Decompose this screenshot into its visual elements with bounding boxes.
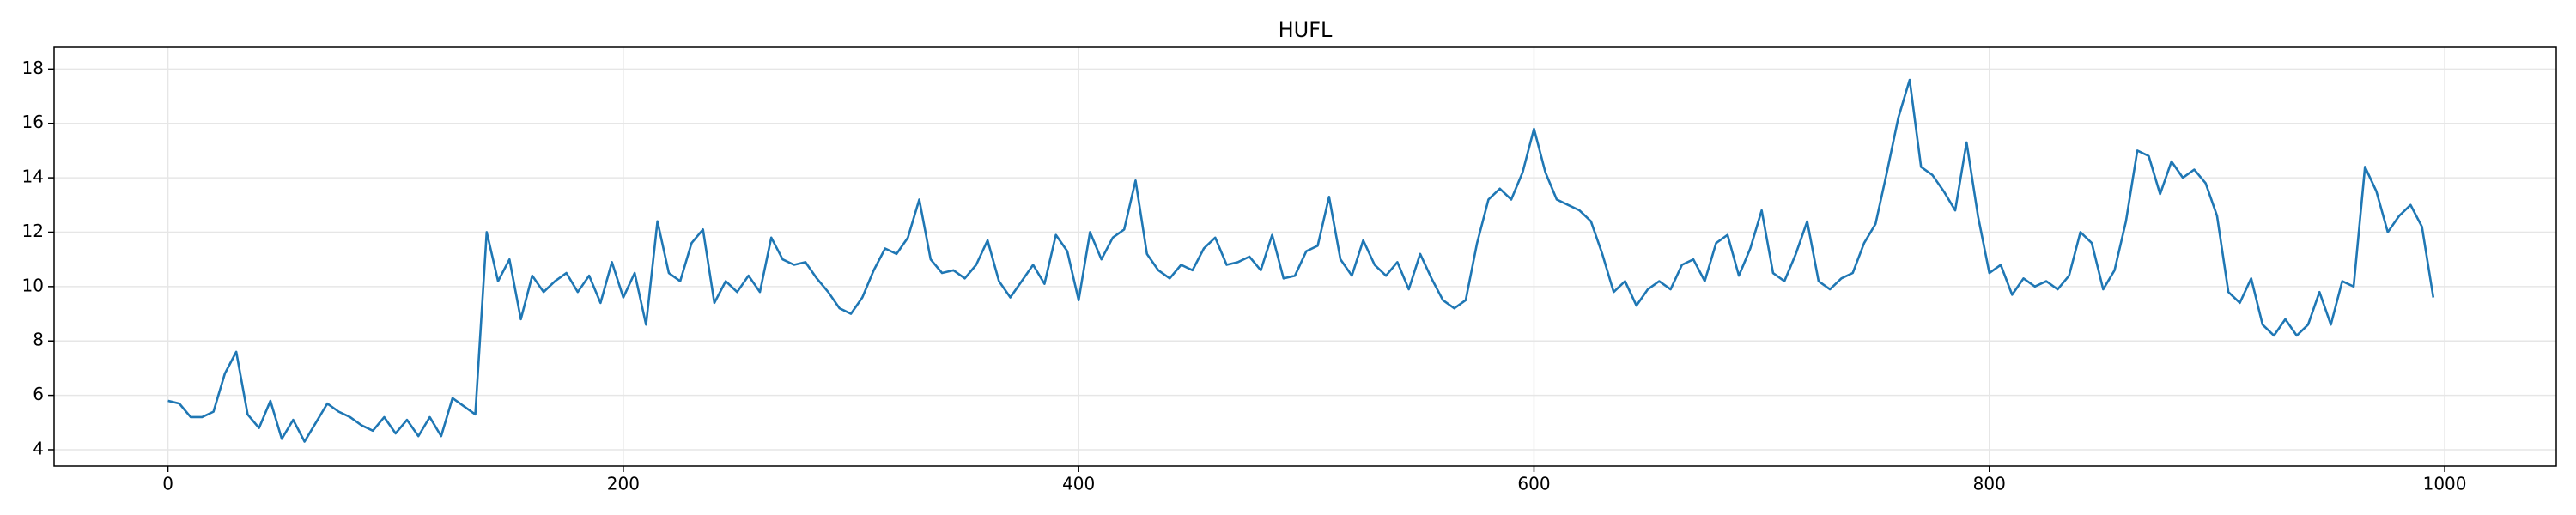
y-tick-label: 14 xyxy=(22,167,44,187)
plot-frame xyxy=(53,46,2557,467)
chart-title: HUFL xyxy=(1279,18,1333,42)
x-tick-label: 200 xyxy=(607,474,640,494)
x-tick-label: 0 xyxy=(162,474,173,494)
x-tick-label: 400 xyxy=(1062,474,1095,494)
x-tick-label: 600 xyxy=(1517,474,1550,494)
y-tick-label: 18 xyxy=(22,58,44,78)
y-tick-label: 16 xyxy=(22,112,44,132)
y-tick-label: 6 xyxy=(33,384,44,404)
data-line xyxy=(167,78,2435,443)
x-tick-label: 800 xyxy=(1973,474,2006,494)
y-tick-label: 12 xyxy=(22,221,44,241)
y-tick-label: 8 xyxy=(33,330,44,350)
y-tick-label: 4 xyxy=(33,438,44,458)
y-tick-label: 10 xyxy=(22,275,44,295)
x-tick-label: 1000 xyxy=(2423,474,2467,494)
